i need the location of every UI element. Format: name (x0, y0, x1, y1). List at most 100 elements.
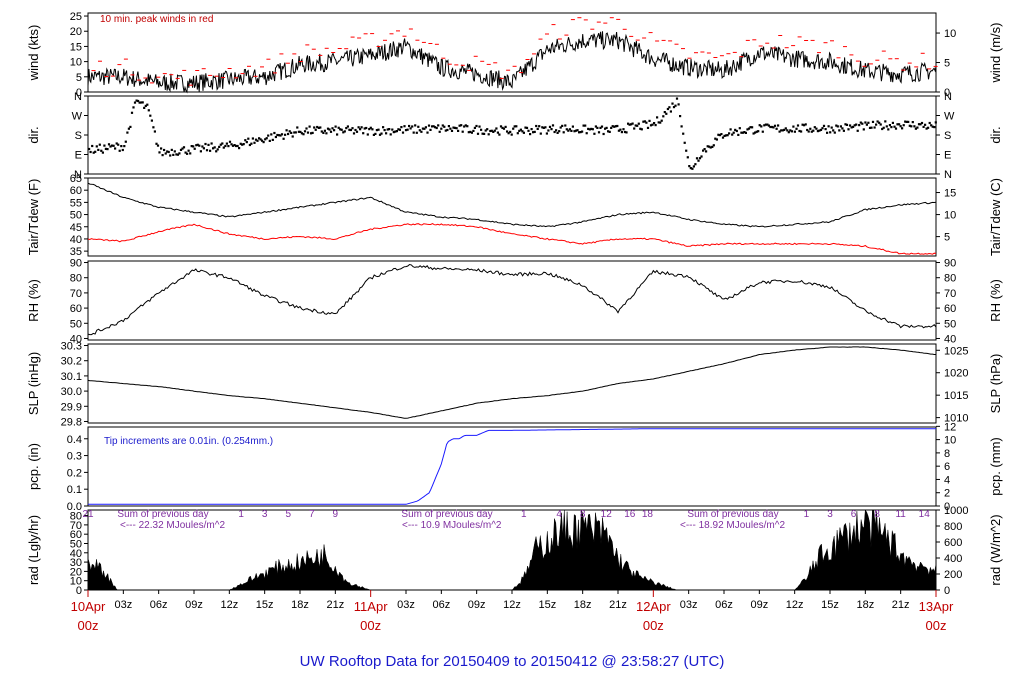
direction-point (89, 150, 92, 154)
direction-point (392, 131, 395, 134)
left-tick-label-slp: 29.9 (61, 401, 82, 413)
direction-point (547, 129, 550, 132)
x-hour-label: 03z (397, 599, 415, 611)
direction-point (268, 139, 271, 142)
rad-sum-label: Sum of previous day (401, 509, 492, 520)
direction-point (311, 131, 314, 134)
panel-frame-slp (87, 343, 937, 424)
direction-point (265, 137, 268, 140)
direction-point (152, 126, 155, 129)
ylabel-right-rad: rad (W/m^2) (988, 514, 1003, 585)
direction-point (899, 125, 902, 128)
direction-point (683, 141, 686, 144)
direction-point (524, 126, 527, 129)
direction-point (277, 134, 281, 137)
direction-point (519, 128, 522, 131)
direction-point (290, 131, 293, 134)
direction-point (849, 124, 852, 127)
direction-point (221, 142, 224, 145)
direction-point (786, 129, 789, 132)
direction-point (760, 125, 763, 128)
direction-point (810, 130, 813, 133)
direction-point (492, 130, 495, 133)
direction-point (553, 130, 556, 134)
left-tick-label-dir: S (75, 130, 82, 142)
x-hour-label: 18z (291, 599, 309, 611)
right-tick-label-dir: S (944, 130, 951, 142)
direction-point (565, 128, 568, 131)
direction-point (166, 150, 169, 153)
direction-point (348, 128, 351, 131)
direction-point (665, 112, 668, 115)
direction-point (605, 126, 608, 129)
direction-point (821, 127, 824, 130)
direction-point (509, 130, 512, 133)
direction-point (186, 152, 189, 155)
direction-point (887, 128, 890, 131)
direction-point (535, 124, 538, 128)
direction-point (852, 125, 855, 128)
left-tick-label-slp: 30.3 (61, 341, 82, 353)
ylabel-slp: SLP (inHg) (26, 352, 41, 415)
direction-point (623, 130, 627, 134)
direction-point (441, 124, 444, 127)
direction-point (862, 128, 865, 131)
right-tick-label-dir: W (944, 111, 955, 123)
direction-point (383, 129, 386, 132)
direction-point (446, 128, 449, 132)
direction-point (314, 128, 317, 131)
direction-point (871, 120, 875, 123)
direction-point (826, 131, 829, 134)
direction-point (239, 142, 242, 145)
direction-point (721, 136, 725, 139)
direction-point (881, 127, 884, 131)
direction-point (447, 125, 450, 128)
sun-hour-tick: 18 (642, 509, 654, 520)
direction-point (648, 119, 651, 122)
direction-point (789, 129, 792, 132)
direction-point (417, 125, 420, 128)
direction-point (259, 138, 262, 141)
direction-point (437, 124, 440, 127)
direction-point (525, 126, 529, 129)
direction-point (372, 133, 375, 136)
right-tick-label-rh: 80 (944, 273, 956, 285)
direction-point (470, 131, 473, 134)
direction-point (708, 145, 711, 148)
direction-point (642, 120, 645, 123)
direction-point (845, 123, 849, 126)
x-hour-label: 06z (715, 599, 733, 611)
direction-point (228, 140, 232, 143)
day-label-date: 10Apr (71, 599, 106, 614)
direction-point (371, 128, 374, 131)
direction-point (288, 130, 291, 133)
direction-point (597, 131, 601, 134)
direction-point (582, 124, 585, 127)
direction-point (564, 124, 567, 127)
x-hour-label: 03z (680, 599, 698, 611)
direction-point (698, 157, 702, 160)
left-tick-label-rh: 80 (70, 273, 82, 285)
direction-point (504, 125, 507, 128)
direction-point (922, 125, 925, 128)
direction-point (738, 127, 741, 130)
direction-point (870, 126, 873, 129)
right-tick-label-temp: 10 (944, 210, 956, 222)
direction-point (812, 129, 815, 132)
panel-frame-rh (87, 260, 937, 341)
direction-point (876, 120, 879, 123)
direction-point (167, 150, 170, 154)
right-tick-label-pcp: 0 (944, 501, 950, 513)
direction-point (254, 138, 258, 141)
sun-hour-tick: 11 (895, 509, 906, 520)
direction-point (261, 139, 264, 142)
direction-point (636, 124, 639, 127)
direction-point (337, 126, 340, 129)
direction-point (882, 126, 885, 129)
left-tick-label-rad: 40 (70, 548, 82, 560)
direction-point (695, 157, 699, 160)
right-tick-label-wind: 0 (944, 87, 950, 99)
direction-point (282, 137, 285, 140)
direction-point (118, 149, 121, 152)
annotation-wind: 10 min. peak winds in red (100, 14, 213, 25)
